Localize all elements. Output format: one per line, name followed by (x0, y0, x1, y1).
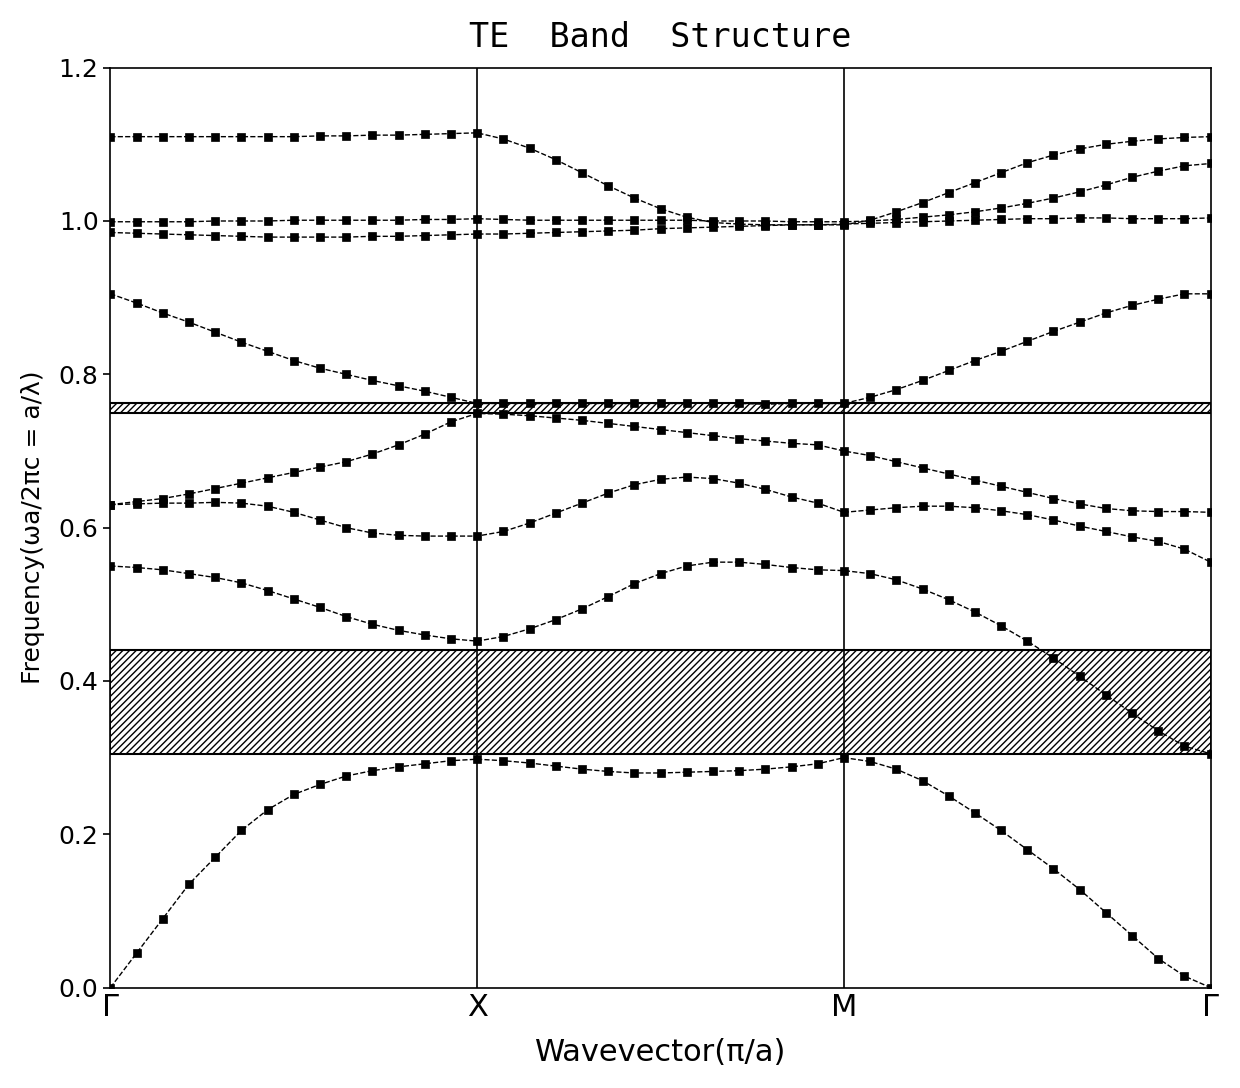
Bar (110, 404, 1210, 413)
Bar (110, 651, 1210, 754)
Y-axis label: Frequency(ωa/2πc = a/λ): Frequency(ωa/2πc = a/λ) (21, 371, 45, 684)
X-axis label: Wavevector(π/a): Wavevector(π/a) (534, 1038, 786, 1067)
Title: TE  Band  Structure: TE Band Structure (470, 21, 852, 53)
